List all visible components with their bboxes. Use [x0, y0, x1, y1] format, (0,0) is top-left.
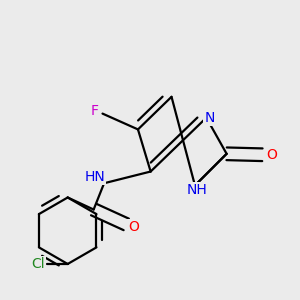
Text: HN: HN — [84, 170, 105, 184]
Text: N: N — [204, 111, 215, 125]
Text: NH: NH — [187, 183, 208, 197]
Text: Cl: Cl — [31, 257, 44, 271]
Text: O: O — [129, 220, 140, 234]
Text: O: O — [266, 148, 277, 162]
Text: F: F — [91, 104, 99, 118]
